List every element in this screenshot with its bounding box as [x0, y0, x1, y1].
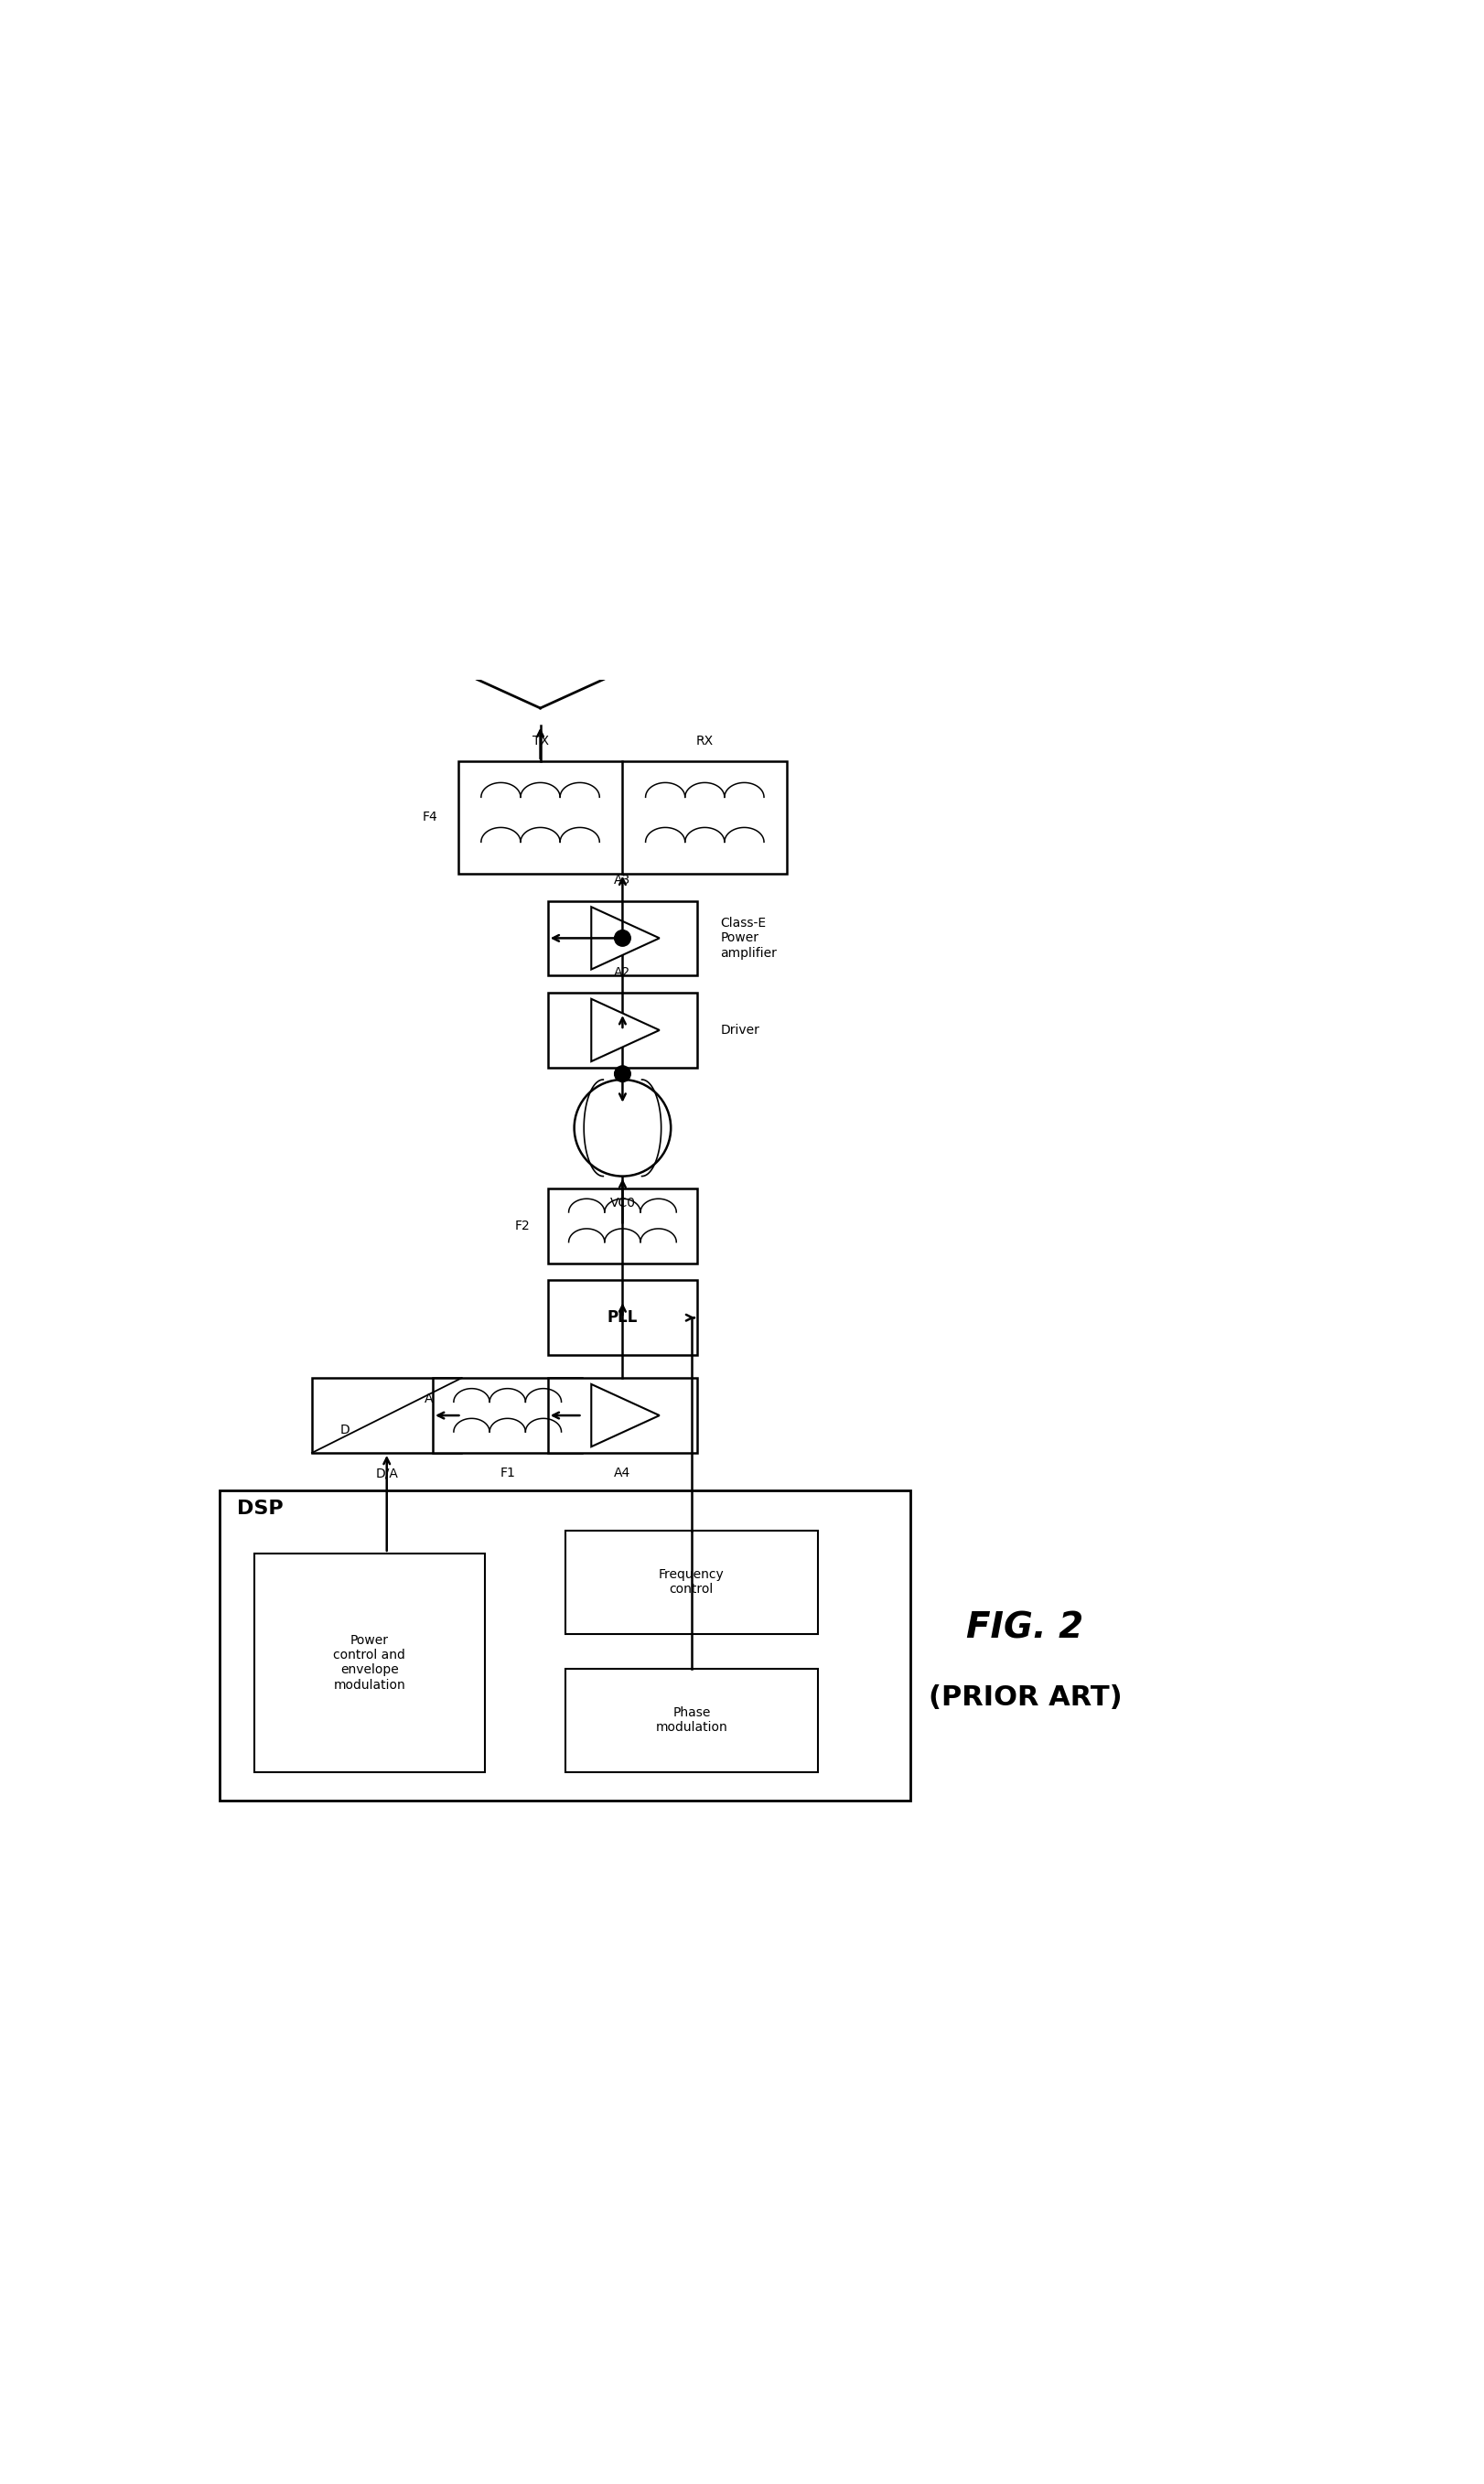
Text: VC0: VC0	[610, 1197, 635, 1210]
Circle shape	[614, 1066, 631, 1083]
Text: F4: F4	[421, 810, 438, 825]
Text: FIG. 2: FIG. 2	[966, 1610, 1083, 1644]
Bar	[548, 902, 697, 976]
Text: F2: F2	[515, 1220, 531, 1232]
Bar	[565, 1669, 818, 1771]
Text: A3: A3	[614, 874, 631, 887]
Circle shape	[574, 1081, 671, 1177]
Circle shape	[614, 929, 631, 946]
Bar	[548, 1379, 697, 1453]
Text: (PRIOR ART): (PRIOR ART)	[929, 1684, 1122, 1711]
Text: A2: A2	[614, 966, 631, 979]
Text: TX: TX	[533, 735, 549, 748]
Text: F1: F1	[500, 1466, 515, 1480]
Text: PLL: PLL	[607, 1309, 638, 1326]
Text: A4: A4	[614, 1466, 631, 1480]
Text: D/A: D/A	[375, 1466, 398, 1480]
Bar	[220, 1490, 910, 1801]
Text: A: A	[424, 1394, 433, 1406]
Text: Phase
modulation: Phase modulation	[656, 1707, 727, 1734]
Bar	[433, 1379, 582, 1453]
Text: D: D	[340, 1423, 350, 1436]
Text: DSP: DSP	[237, 1500, 283, 1518]
Text: Driver: Driver	[720, 1023, 760, 1036]
Bar	[459, 760, 787, 874]
Bar	[548, 1279, 697, 1356]
Bar	[548, 994, 697, 1068]
Polygon shape	[591, 907, 659, 969]
Polygon shape	[591, 1384, 659, 1446]
Text: RX: RX	[696, 735, 714, 748]
Bar	[255, 1552, 484, 1771]
Polygon shape	[591, 999, 659, 1061]
Bar	[312, 1379, 462, 1453]
Text: Power
control and
envelope
modulation: Power control and envelope modulation	[334, 1634, 405, 1692]
Bar	[548, 1187, 697, 1262]
Text: Class-E
Power
amplifier: Class-E Power amplifier	[720, 917, 778, 959]
Bar	[565, 1530, 818, 1634]
Text: Frequency
control: Frequency control	[659, 1567, 724, 1597]
